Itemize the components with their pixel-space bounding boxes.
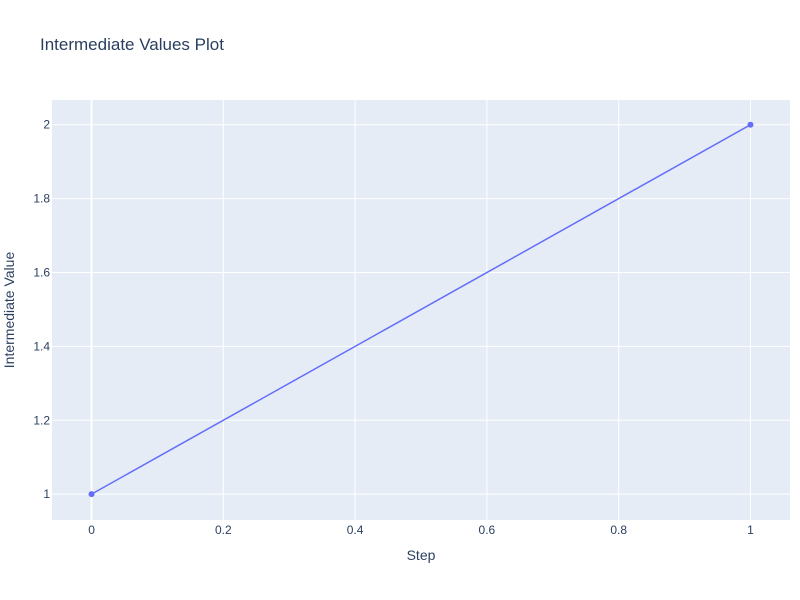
y-tick-label: 1.2 bbox=[33, 413, 50, 427]
x-tick-label: 0.6 bbox=[479, 523, 496, 537]
y-tick-label: 1 bbox=[43, 487, 50, 501]
grid-lines bbox=[52, 100, 790, 520]
y-tick-label: 2 bbox=[43, 118, 50, 132]
data-point bbox=[88, 491, 95, 498]
y-axis-ticks: 1 1.2 1.4 1.6 1.8 2 bbox=[33, 118, 50, 501]
y-tick-label: 1.6 bbox=[33, 266, 50, 280]
data-point bbox=[747, 121, 754, 128]
chart-title: Intermediate Values Plot bbox=[40, 35, 224, 54]
x-tick-label: 0.4 bbox=[347, 523, 364, 537]
y-axis-title: Intermediate Value bbox=[1, 252, 17, 369]
x-axis-title: Step bbox=[407, 547, 436, 563]
y-tick-label: 1.4 bbox=[33, 339, 50, 353]
y-tick-label: 1.8 bbox=[33, 192, 50, 206]
x-tick-label: 1 bbox=[747, 523, 754, 537]
series-layer bbox=[88, 121, 754, 498]
x-axis-ticks: 0 0.2 0.4 0.6 0.8 1 bbox=[88, 523, 754, 537]
x-tick-label: 0 bbox=[88, 523, 95, 537]
x-tick-label: 0.8 bbox=[610, 523, 627, 537]
x-tick-label: 0.2 bbox=[215, 523, 232, 537]
series-line bbox=[91, 124, 751, 495]
